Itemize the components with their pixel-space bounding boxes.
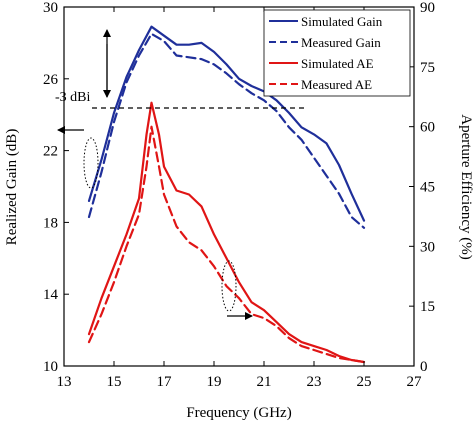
right-y-axis: 0 15 30 45 60 75 90: [409, 0, 435, 375]
legend: Simulated Gain Measured Gain Simulated A…: [264, 10, 410, 96]
x-tick-label: 23: [307, 374, 322, 390]
x-tick-label: 13: [57, 374, 72, 390]
left-y-tick-label: 30: [43, 0, 58, 16]
left-y-axis: 10 14 18 22 26 30: [43, 0, 69, 375]
left-y-tick-label: 10: [43, 359, 58, 375]
series-line-measured-ae: [89, 127, 364, 362]
x-axis-title: Frequency (GHz): [186, 405, 291, 421]
right-y-tick-label: 60: [420, 120, 435, 136]
right-y-tick-label: 30: [420, 239, 435, 255]
legend-simulated-gain-label: Simulated Gain: [301, 14, 383, 29]
x-tick-label: 25: [357, 374, 372, 390]
x-tick-label: 17: [157, 374, 173, 390]
right-y-tick-label: 90: [420, 0, 435, 16]
x-tick-label: 15: [107, 374, 122, 390]
x-tick-label: 27: [407, 374, 423, 390]
x-tick-label: 19: [207, 374, 222, 390]
left-y-tick-label: 26: [43, 72, 59, 88]
minus-3dbi-label: -3 dBi: [55, 90, 91, 105]
left-y-tick-label: 14: [43, 287, 59, 303]
legend-simulated-ae-label: Simulated AE: [301, 56, 374, 71]
ae-curves-marker-ellipse: [222, 261, 236, 311]
gain-curves-marker-ellipse: [84, 138, 98, 188]
legend-measured-ae-label: Measured AE: [301, 77, 372, 92]
right-y-tick-label: 0: [420, 359, 428, 375]
right-y-tick-label: 75: [420, 60, 435, 76]
left-y-tick-label: 22: [43, 144, 58, 160]
right-y-tick-label: 45: [420, 180, 435, 196]
right-y-axis-title: Aperture Efficiency (%): [458, 114, 474, 259]
legend-measured-gain-label: Measured Gain: [301, 35, 381, 50]
right-y-tick-label: 15: [420, 299, 435, 315]
left-y-axis-title: Realized Gain (dB): [4, 129, 20, 246]
left-y-tick-label: 18: [43, 215, 58, 231]
x-tick-label: 21: [257, 374, 272, 390]
